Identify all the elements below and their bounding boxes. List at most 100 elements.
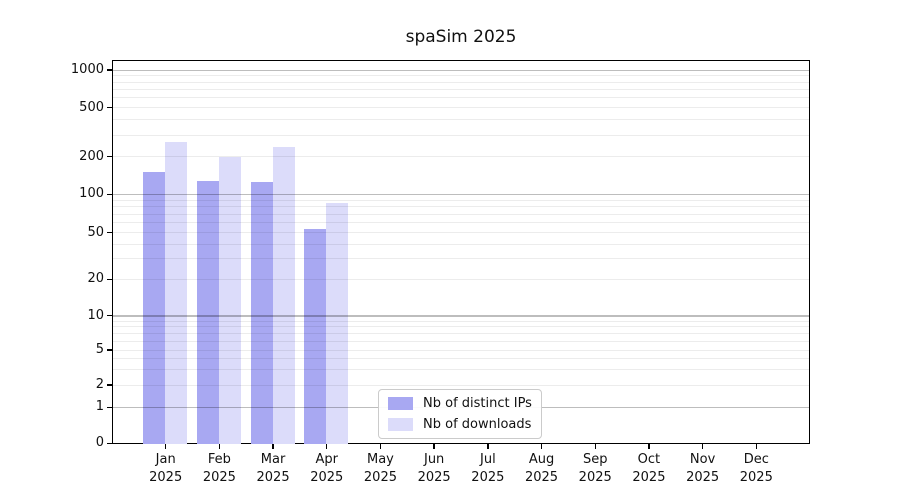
gridline-minor (113, 278, 809, 280)
x-tick-mark (648, 444, 650, 449)
x-tick-month: Aug (528, 452, 555, 467)
bar-jan-downloads (165, 141, 188, 444)
x-tick-mark (326, 444, 328, 449)
y-tick-mark (107, 349, 112, 351)
y-tick-mark (107, 69, 112, 71)
gridline-minor (113, 232, 809, 234)
bar-feb-distinct-ips (196, 180, 219, 444)
y-tick-mark (107, 193, 112, 195)
x-tick-label-feb: Feb 2025 (187, 451, 251, 486)
y-tick-mark (107, 278, 112, 280)
x-tick-mark (272, 444, 274, 449)
y-tick-label: 2 (95, 377, 104, 392)
y-tick-label: 100 (79, 186, 104, 202)
x-tick-year: 2025 (202, 469, 236, 485)
gridline-minor (113, 326, 809, 328)
x-tick-year: 2025 (578, 469, 612, 485)
gridline-major (113, 69, 809, 71)
x-tick-label-aug: Aug 2025 (510, 451, 574, 486)
x-tick-mark (755, 444, 757, 449)
bar-jan-distinct-ips (143, 171, 166, 444)
gridline-minor (113, 243, 809, 245)
gridline-minor (113, 119, 809, 121)
x-tick-label-jun: Jun 2025 (402, 451, 466, 486)
legend-swatch (388, 418, 413, 431)
x-tick-year: 2025 (632, 469, 666, 485)
x-tick-label-jan: Jan 2025 (134, 451, 198, 486)
y-tick-label: 500 (79, 99, 104, 115)
gridline-minor (113, 384, 809, 386)
y-tick-label: 1 (95, 399, 104, 415)
legend-row: Nb of distinct IPs (388, 395, 532, 412)
x-tick-month: Feb (207, 452, 231, 467)
x-tick-month: Nov (689, 452, 716, 467)
y-tick-label: 1000 (70, 62, 104, 77)
gridline-minor (113, 156, 809, 158)
gridline-minor (113, 340, 809, 342)
gridline-minor (113, 213, 809, 215)
y-tick-mark (107, 384, 112, 386)
y-tick-label: 50 (87, 224, 104, 240)
gridline-major (113, 315, 809, 317)
gridline-minor (113, 199, 809, 201)
y-tick-mark (107, 442, 112, 444)
y-tick-mark (107, 406, 112, 408)
x-tick-month: Oct (637, 452, 661, 467)
gridline-minor (113, 107, 809, 109)
y-tick-label: 20 (87, 271, 104, 287)
x-tick-year: 2025 (524, 469, 559, 485)
x-tick-label-jul: Jul 2025 (456, 451, 520, 486)
gridline-minor (113, 75, 809, 77)
y-tick-mark (107, 107, 112, 109)
y-tick-label: 10 (87, 307, 104, 323)
y-tick-label: 0 (95, 435, 104, 451)
gridline-minor (113, 358, 809, 360)
legend: Nb of distinct IPs Nb of downloads (378, 389, 542, 439)
y-tick-mark (107, 156, 112, 158)
gridline-minor (113, 258, 809, 260)
x-tick-mark (540, 444, 543, 449)
gridline-minor (113, 349, 809, 351)
legend-label: Nb of downloads (423, 417, 532, 432)
x-tick-month: Jul (480, 452, 496, 467)
gridline-minor (113, 332, 809, 334)
x-tick-mark (594, 444, 596, 449)
legend-row: Nb of downloads (388, 416, 532, 433)
gridline-minor (113, 81, 809, 83)
x-tick-month: May (367, 452, 394, 467)
legend-swatch (388, 397, 413, 410)
x-tick-year: 2025 (417, 469, 451, 485)
gridline-minor (113, 369, 809, 371)
x-tick-label-dec: Dec 2025 (724, 451, 788, 486)
bar-apr-downloads (326, 203, 349, 444)
x-tick-month: Dec (743, 452, 769, 467)
x-tick-mark (379, 444, 382, 449)
x-tick-year: 2025 (471, 469, 505, 485)
y-tick-mark (107, 315, 112, 317)
bar-mar-downloads (272, 146, 295, 444)
gridline-minor (113, 222, 809, 224)
x-tick-year: 2025 (256, 469, 290, 485)
x-tick-label-oct: Oct 2025 (617, 451, 681, 486)
x-tick-mark (701, 444, 704, 449)
x-tick-mark (487, 444, 489, 449)
bar-mar-distinct-ips (250, 182, 273, 444)
x-tick-year: 2025 (310, 469, 344, 485)
x-tick-label-may: May 2025 (348, 451, 412, 486)
bar-feb-downloads (218, 157, 241, 444)
x-tick-label-mar: Mar 2025 (241, 451, 305, 486)
x-tick-year: 2025 (149, 469, 183, 485)
bar-apr-distinct-ips (304, 229, 327, 444)
x-tick-year: 2025 (739, 469, 773, 485)
x-tick-mark (433, 444, 435, 449)
y-tick-mark (107, 232, 112, 234)
chart-title: spaSim 2025 (405, 27, 517, 47)
gridline-minor (113, 88, 809, 90)
legend-label: Nb of distinct IPs (423, 396, 532, 411)
gridline-minor (113, 97, 809, 99)
x-tick-label-sep: Sep 2025 (563, 451, 627, 486)
x-tick-month: Jan (155, 452, 176, 467)
x-tick-month: Mar (260, 452, 286, 467)
gridline-minor (113, 320, 809, 322)
